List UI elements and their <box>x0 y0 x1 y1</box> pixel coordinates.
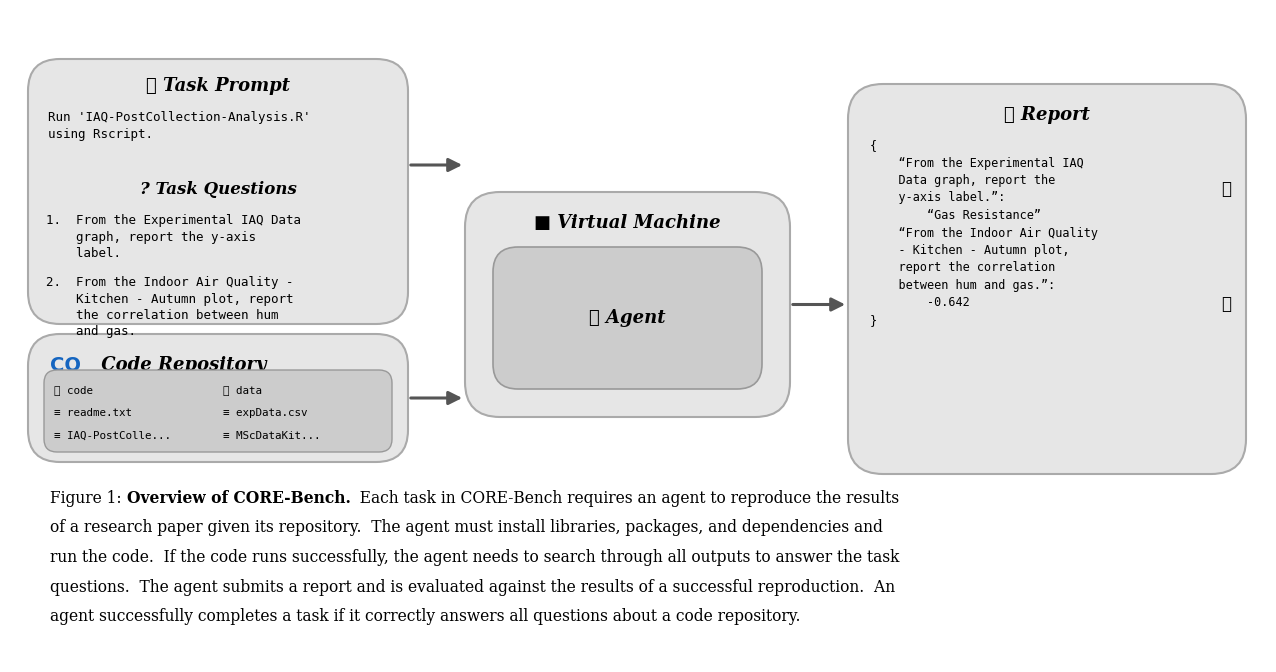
Text: Run 'IAQ-PostCollection-Analysis.R'
using Rscript.: Run 'IAQ-PostCollection-Analysis.R' usin… <box>48 111 310 141</box>
Text: 📁 code: 📁 code <box>54 385 93 395</box>
Text: ❌: ❌ <box>1221 295 1231 313</box>
Text: {
    “From the Experimental IAQ
    Data graph, report the
    y-axis label.”:
: { “From the Experimental IAQ Data graph,… <box>870 139 1099 327</box>
Text: 1.  From the Experimental IAQ Data
    graph, report the y-axis
    label.: 1. From the Experimental IAQ Data graph,… <box>46 214 301 260</box>
Text: run the code.  If the code runs successfully, the agent needs to search through : run the code. If the code runs successfu… <box>50 549 900 566</box>
FancyBboxPatch shape <box>493 247 762 389</box>
FancyBboxPatch shape <box>43 370 392 452</box>
Text: ≡ expData.csv: ≡ expData.csv <box>223 408 308 418</box>
Text: 📄 Task Prompt: 📄 Task Prompt <box>145 77 290 95</box>
FancyBboxPatch shape <box>464 192 790 417</box>
Text: Overview of CORE-Bench.: Overview of CORE-Bench. <box>126 490 351 507</box>
Text: ≡ IAQ-PostColle...: ≡ IAQ-PostColle... <box>54 431 171 441</box>
Text: Figure 1:: Figure 1: <box>50 490 126 507</box>
Text: ■ Virtual Machine: ■ Virtual Machine <box>535 214 721 232</box>
Text: ? Task Questions: ? Task Questions <box>139 181 296 198</box>
Text: ✅: ✅ <box>1221 180 1231 198</box>
Text: Code Repository: Code Repository <box>94 356 267 374</box>
Text: 🤖 Agent: 🤖 Agent <box>590 309 666 327</box>
FancyBboxPatch shape <box>28 59 408 324</box>
Text: 📝 Report: 📝 Report <box>1004 106 1090 124</box>
Text: 2.  From the Indoor Air Quality -
    Kitchen - Autumn plot, report
    the corr: 2. From the Indoor Air Quality - Kitchen… <box>46 276 293 339</box>
Text: CO: CO <box>50 356 80 375</box>
Text: agent successfully completes a task if it correctly answers all questions about : agent successfully completes a task if i… <box>50 608 800 625</box>
FancyBboxPatch shape <box>28 334 408 462</box>
Text: ≡ MScDataKit...: ≡ MScDataKit... <box>223 431 320 441</box>
Text: ≡ readme.txt: ≡ readme.txt <box>54 408 131 418</box>
Text: of a research paper given its repository.  The agent must install libraries, pac: of a research paper given its repository… <box>50 519 883 536</box>
Text: 📁 data: 📁 data <box>223 385 262 395</box>
FancyBboxPatch shape <box>849 84 1245 474</box>
Text: questions.  The agent submits a report and is evaluated against the results of a: questions. The agent submits a report an… <box>50 579 896 595</box>
Text: Each task in CORE-Bench requires an agent to reproduce the results: Each task in CORE-Bench requires an agen… <box>351 490 900 507</box>
